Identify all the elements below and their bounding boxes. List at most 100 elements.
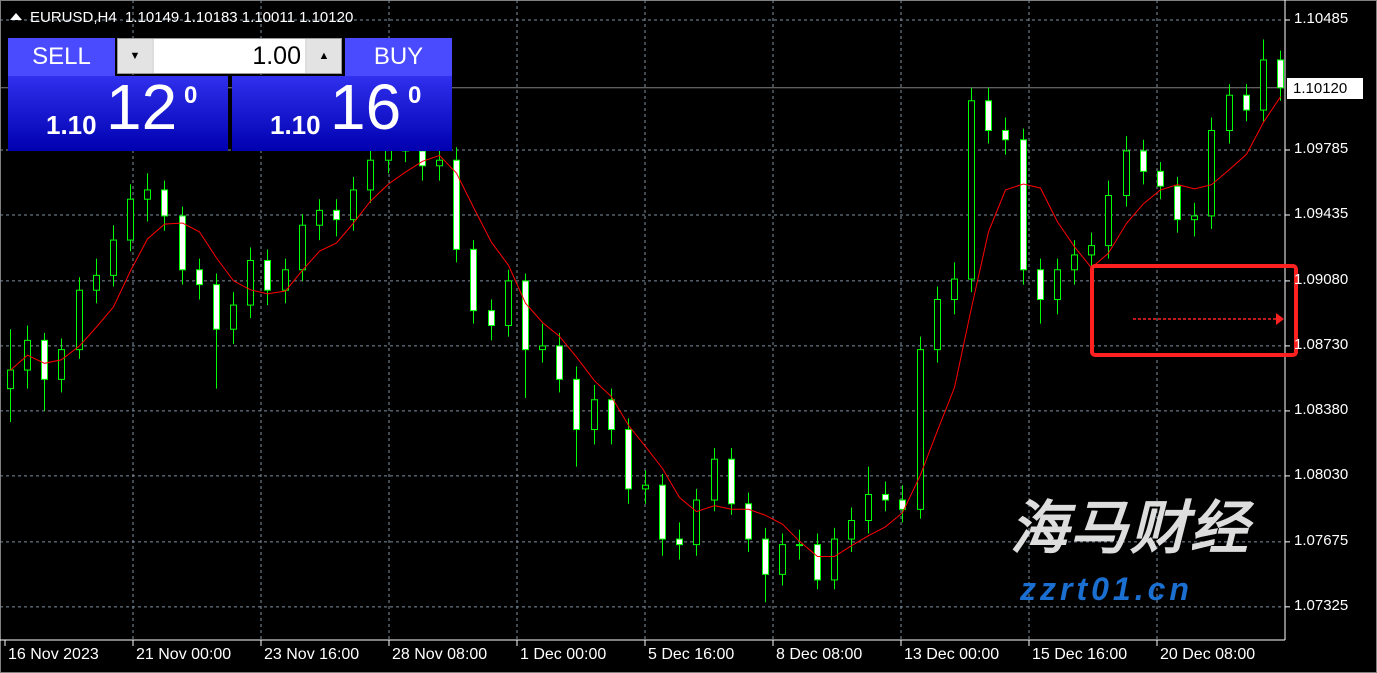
candle-body (693, 499, 700, 546)
moving-average-line (10, 96, 1281, 557)
candle-body (144, 189, 151, 200)
candle-body (1002, 129, 1009, 141)
y-tick-label: 1.09785 (1294, 139, 1349, 157)
sell-price-pips: 12 (106, 71, 178, 143)
y-tick-label: 1.09435 (1294, 204, 1349, 222)
candle-body (968, 100, 975, 280)
increase-lot-button[interactable]: ▲ (307, 39, 341, 73)
candle-body (1174, 185, 1181, 221)
x-tick-label: 8 Dec 08:00 (776, 646, 863, 663)
candle-body (419, 150, 426, 167)
sell-price-button[interactable]: 1.10 12 0 (8, 71, 228, 151)
candle-body (728, 458, 735, 505)
candle-body (934, 298, 941, 351)
candle-body (1208, 129, 1215, 217)
candle-body (247, 259, 254, 306)
x-tick-label: 5 Dec 16:00 (648, 646, 735, 663)
candle-body (1105, 194, 1112, 247)
candle-body (110, 239, 117, 276)
buy-button[interactable]: BUY (345, 38, 452, 77)
candle-body (1243, 94, 1250, 111)
candle-body (899, 499, 906, 510)
annotation-rectangle (1090, 264, 1298, 357)
candle-body (522, 280, 529, 351)
x-tick-label: 28 Nov 08:00 (392, 646, 488, 663)
chart-title: EURUSD,H4 1.10149 1.10183 1.10011 1.1012… (10, 9, 353, 26)
candle-body (58, 349, 65, 380)
buy-price-fraction: 0 (408, 82, 422, 109)
candle-body (488, 310, 495, 326)
y-tick-label: 1.07325 (1294, 596, 1349, 614)
candle-body (127, 198, 134, 241)
candle-body (333, 209, 340, 221)
candle-body (161, 189, 168, 217)
candle-body (1157, 170, 1164, 187)
candle-body (865, 493, 872, 521)
candle-body (745, 503, 752, 540)
x-tick-label: 13 Dec 00:00 (904, 646, 1000, 663)
buy-price-pips: 16 (330, 71, 402, 143)
candle-body (1071, 254, 1078, 271)
candle-body (779, 544, 786, 575)
x-tick-label: 23 Nov 16:00 (264, 646, 360, 663)
candle-body (1123, 150, 1130, 196)
x-tick-label: 16 Nov 2023 (8, 646, 99, 663)
candle-body (93, 274, 100, 291)
triangle-up-icon[interactable] (10, 13, 22, 20)
candle-body (1020, 139, 1027, 271)
y-tick-label: 1.08380 (1294, 400, 1349, 418)
candle-body (917, 349, 924, 510)
chevron-up-icon: ▲ (318, 50, 330, 62)
candle-body (230, 304, 237, 330)
candle-body (316, 209, 323, 226)
arrow-right-icon (1276, 313, 1284, 325)
y-tick-label: 1.07675 (1294, 531, 1349, 549)
x-tick-label: 15 Dec 16:00 (1032, 646, 1128, 663)
candle-body (196, 269, 203, 286)
candle-body (299, 224, 306, 271)
candle-body (1226, 94, 1233, 131)
watermark-url: zzrt01.cn (1020, 571, 1193, 607)
candle-body (1054, 269, 1061, 300)
candle-body (676, 538, 683, 546)
candle-body (556, 345, 563, 380)
lot-stepper[interactable]: ▼ 1.00 ▲ (117, 38, 342, 74)
candle-body (7, 369, 14, 390)
candle-body (848, 519, 855, 540)
candle-body (591, 399, 598, 430)
buy-price-button[interactable]: 1.10 16 0 (232, 71, 452, 151)
candle-body (762, 538, 769, 575)
sell-price-fraction: 0 (184, 82, 198, 109)
candle-body (1037, 269, 1044, 300)
x-tick-label: 21 Nov 00:00 (136, 646, 232, 663)
candle-body (711, 458, 718, 501)
buy-price-prefix: 1.10 (270, 110, 321, 140)
lot-input[interactable]: 1.00 (154, 39, 305, 73)
candle-body (831, 538, 838, 581)
candle-body (1191, 215, 1198, 221)
sell-button[interactable]: SELL (8, 38, 115, 77)
decrease-lot-button[interactable]: ▼ (118, 39, 152, 73)
candle-body (76, 289, 83, 351)
x-tick-label: 1 Dec 00:00 (520, 646, 607, 663)
chevron-down-icon: ▼ (129, 50, 141, 62)
candle-body (608, 399, 615, 430)
ohlc-readout: 1.10149 1.10183 1.10011 1.10120 (125, 9, 354, 26)
candle-body (539, 345, 546, 351)
candle-body (985, 100, 992, 131)
candle-body (367, 159, 374, 191)
candle-body (213, 284, 220, 330)
candle-body (41, 339, 48, 380)
candle-body (505, 280, 512, 326)
candle-body (470, 248, 477, 312)
candle-body (951, 278, 958, 300)
candle-body (1260, 59, 1267, 111)
x-tick-label: 20 Dec 08:00 (1160, 646, 1256, 663)
candle-body (264, 259, 271, 291)
candle-body (814, 544, 821, 581)
candle-body (179, 215, 186, 271)
y-tick-label: 1.09080 (1294, 270, 1349, 288)
candle-body (659, 484, 666, 540)
candle-body (1140, 150, 1147, 172)
